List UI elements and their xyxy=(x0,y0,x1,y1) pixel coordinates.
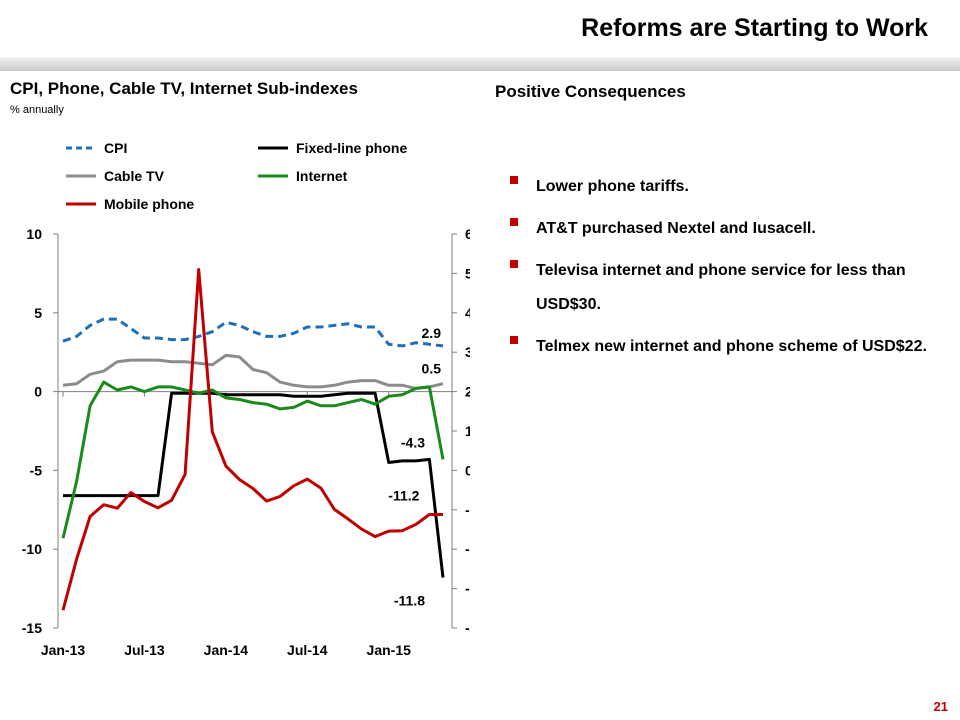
slide-title: Reforms are Starting to Work xyxy=(581,14,928,42)
right-tick-label: 50 xyxy=(465,265,470,281)
right-tick-label: 40 xyxy=(465,305,470,321)
right-tick-label: -40 xyxy=(465,620,470,636)
chart-subtitle: % annually xyxy=(10,104,64,116)
data-label: -4.3 xyxy=(401,434,425,450)
x-tick-label: Jan-13 xyxy=(41,642,86,658)
legend-label: Fixed-line phone xyxy=(296,140,407,156)
series-line-fixed-line-phone xyxy=(63,391,445,578)
left-tick-label: 5 xyxy=(34,305,42,321)
legend-label: Mobile phone xyxy=(104,196,194,212)
data-label: 0.5 xyxy=(422,361,442,377)
left-tick-label: 10 xyxy=(26,226,42,242)
bullet-text: AT&T purchased Nextel and Iusacell. xyxy=(536,220,816,237)
right-tick-label: 60 xyxy=(465,226,470,242)
legend-label: Cable TV xyxy=(104,168,165,184)
bullet-square-icon xyxy=(510,336,518,344)
bullet-text: Lower phone tariffs. xyxy=(536,178,689,195)
right-tick-label: -20 xyxy=(465,541,470,557)
left-tick-label: -15 xyxy=(22,620,42,636)
bullet-square-icon xyxy=(510,218,518,226)
series-line-cable-tv xyxy=(62,353,444,390)
left-tick-label: -5 xyxy=(30,462,43,478)
right-tick-label: 30 xyxy=(465,344,470,360)
right-tick-label: 20 xyxy=(465,384,470,400)
bullet-square-icon xyxy=(510,260,518,268)
series-line-internet xyxy=(61,380,445,539)
x-tick-label: Jul-14 xyxy=(287,642,328,658)
header-divider xyxy=(0,57,960,71)
x-tick-label: Jan-14 xyxy=(204,642,249,658)
bullet-text: Televisa internet and phone service for … xyxy=(536,262,906,313)
right-tick-label: -10 xyxy=(465,502,470,518)
x-tick-label: Jan-15 xyxy=(367,642,412,658)
data-label: 2.9 xyxy=(422,325,442,341)
left-tick-label: 0 xyxy=(34,384,42,400)
series-line-mobile-phone xyxy=(61,268,443,611)
x-tick-label: Jul-13 xyxy=(124,642,165,658)
bullet-square-icon xyxy=(510,176,518,184)
right-tick-label: 10 xyxy=(465,423,470,439)
right-tick-label: 0 xyxy=(465,462,470,478)
right-tick-label: -30 xyxy=(465,581,470,597)
series-line-cpi xyxy=(62,317,444,348)
bullet-list: Lower phone tariffs. AT&T purchased Next… xyxy=(510,170,940,372)
bullet-item: AT&T purchased Nextel and Iusacell. xyxy=(510,212,940,246)
page-number: 21 xyxy=(933,699,948,714)
left-tick-label: -10 xyxy=(22,541,42,557)
legend-label: Internet xyxy=(296,168,348,184)
bullet-item: Telmex new internet and phone scheme of … xyxy=(510,330,940,364)
bullet-item: Televisa internet and phone service for … xyxy=(510,254,940,322)
bullet-text: Telmex new internet and phone scheme of … xyxy=(536,338,927,355)
data-label: -11.8 xyxy=(394,593,425,609)
data-label: -11.2 xyxy=(388,488,419,504)
bullet-item: Lower phone tariffs. xyxy=(510,170,940,204)
legend-label: CPI xyxy=(104,140,127,156)
line-chart: 1050-5-10-156050403020100-10-20-30-40Jan… xyxy=(22,140,470,658)
chart-title: CPI, Phone, Cable TV, Internet Sub-index… xyxy=(10,79,358,98)
positive-consequences-title: Positive Consequences xyxy=(495,82,686,101)
